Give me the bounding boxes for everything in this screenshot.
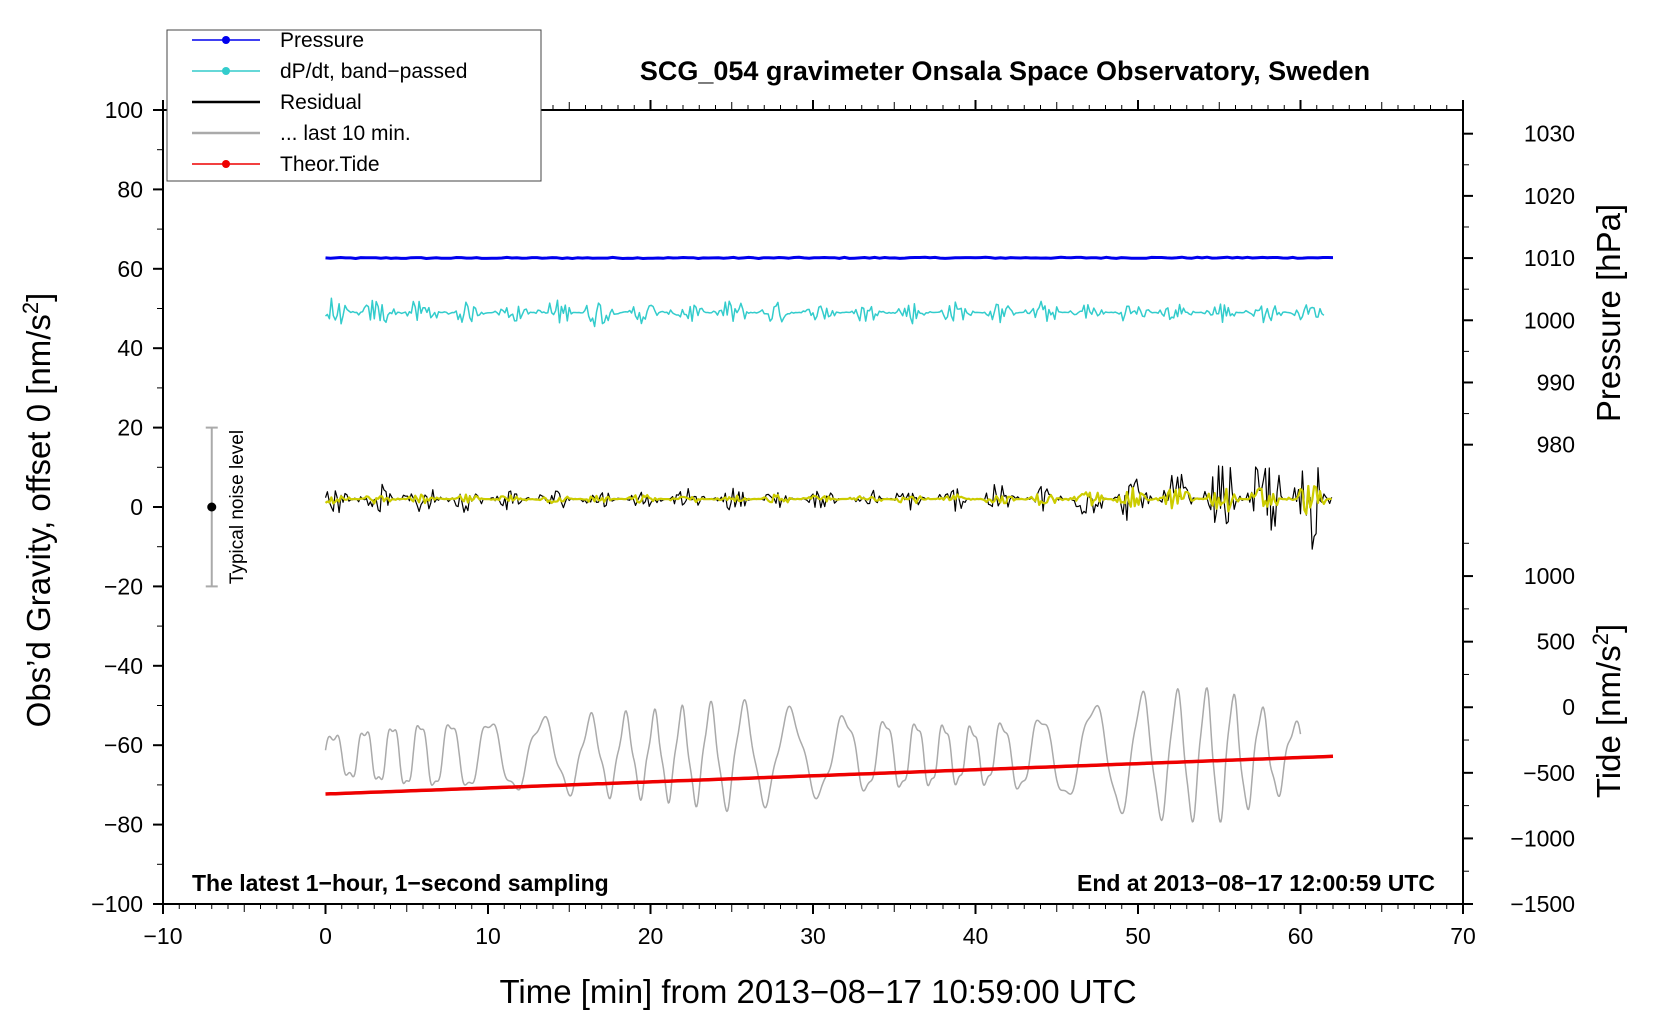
x-tick-label: −10 <box>143 923 182 949</box>
tide-axis-tick-label: −500 <box>1523 760 1575 786</box>
y-tick-label: −40 <box>104 653 143 679</box>
pressure-axis-tick-label: 1020 <box>1524 183 1575 209</box>
y-tick-label: −60 <box>104 732 143 758</box>
x-tick-label: 60 <box>1288 923 1314 949</box>
tide-axis-tick-label: 1000 <box>1524 563 1575 589</box>
tide-axis-tick-label: −1500 <box>1510 891 1575 917</box>
text-layer: SCG_054 gravimeter Onsala Space Observat… <box>18 56 1627 1010</box>
series-dp-dt-band-passed <box>324 297 1325 328</box>
tide-axis-title-superscript: 2 <box>1588 633 1613 645</box>
series-last-10-min <box>324 687 1302 823</box>
y-tick-label: 40 <box>117 335 143 361</box>
x-tick-label: 0 <box>319 923 332 949</box>
plot-layer: Typical noise level <box>205 255 1334 823</box>
y-axis-title-superscript: 2 <box>18 302 43 314</box>
pressure-axis-tick-label: 990 <box>1537 369 1575 395</box>
legend-label: Theor.Tide <box>280 153 380 176</box>
x-tick-label: 20 <box>638 923 664 949</box>
y-tick-label: 20 <box>117 415 143 441</box>
axes-layer: −10 0 10 20 30 40 50 60 70−100−80−60−40−20020406… <box>91 97 1575 949</box>
tide-axis-title: Tide [nm/s2] <box>1588 624 1627 798</box>
x-axis-title: Time [min] from 2013−08−17 10:59:00 UTC <box>499 973 1136 1010</box>
series-residual-smoothed <box>324 484 1332 515</box>
series-residual <box>324 465 1333 550</box>
x-tick-label: 70 <box>1450 923 1476 949</box>
x-tick-label: 10 <box>475 923 501 949</box>
y-axis-title-main: Obs’d Gravity, offset 0 [nm/s <box>20 314 57 727</box>
pressure-axis-tick-label: 980 <box>1537 432 1575 458</box>
pressure-axis-tick-label: 1030 <box>1524 121 1575 147</box>
legend-label: ... last 10 min. <box>280 122 411 145</box>
y-tick-label: 100 <box>105 97 143 123</box>
legend-marker <box>222 160 230 168</box>
pressure-axis-tick-label: 1000 <box>1524 307 1575 333</box>
y-tick-label: 80 <box>117 176 143 202</box>
x-tick-label: 40 <box>963 923 989 949</box>
legend: Pressure dP/dt, band−passed Residual ... la… <box>166 29 542 182</box>
y-tick-label: 60 <box>117 256 143 282</box>
tide-axis-tick-label: 0 <box>1562 694 1575 720</box>
y-axis-title-end: ] <box>20 293 57 302</box>
legend-label: Pressure <box>280 29 364 52</box>
end-time-annotation: End at 2013−08−17 12:00:59 UTC <box>1077 870 1435 896</box>
tide-axis-title-main: Tide [nm/s <box>1590 645 1627 798</box>
y-tick-label: −100 <box>91 891 143 917</box>
tide-axis-tick-label: 500 <box>1537 629 1575 655</box>
tide-axis-title-end: ] <box>1590 624 1627 633</box>
legend-marker <box>222 67 230 75</box>
y-axis-title: Obs’d Gravity, offset 0 [nm/s2] <box>18 293 57 728</box>
noise-bar-label: Typical noise level <box>227 430 248 584</box>
legend-label: dP/dt, band−passed <box>280 60 467 83</box>
legend-box <box>166 29 542 182</box>
chart-title: SCG_054 gravimeter Onsala Space Observat… <box>640 56 1370 86</box>
series-theor-tide <box>325 754 1334 796</box>
series-pressure <box>325 255 1334 260</box>
tide-axis-tick-label: −1000 <box>1510 825 1575 851</box>
noise-bar-center-dot <box>207 502 217 512</box>
y-tick-label: 0 <box>130 494 143 520</box>
x-tick-label: 50 <box>1125 923 1151 949</box>
y-tick-label: −20 <box>104 573 143 599</box>
pressure-axis-tick-label: 1010 <box>1524 245 1575 271</box>
legend-label: Residual <box>280 91 362 114</box>
pressure-axis-title: Pressure [hPa] <box>1590 204 1627 422</box>
sampling-annotation: The latest 1−hour, 1−second sampling <box>192 870 609 896</box>
x-tick-label: 30 <box>800 923 826 949</box>
legend-marker <box>222 36 230 44</box>
y-tick-label: −80 <box>104 812 143 838</box>
